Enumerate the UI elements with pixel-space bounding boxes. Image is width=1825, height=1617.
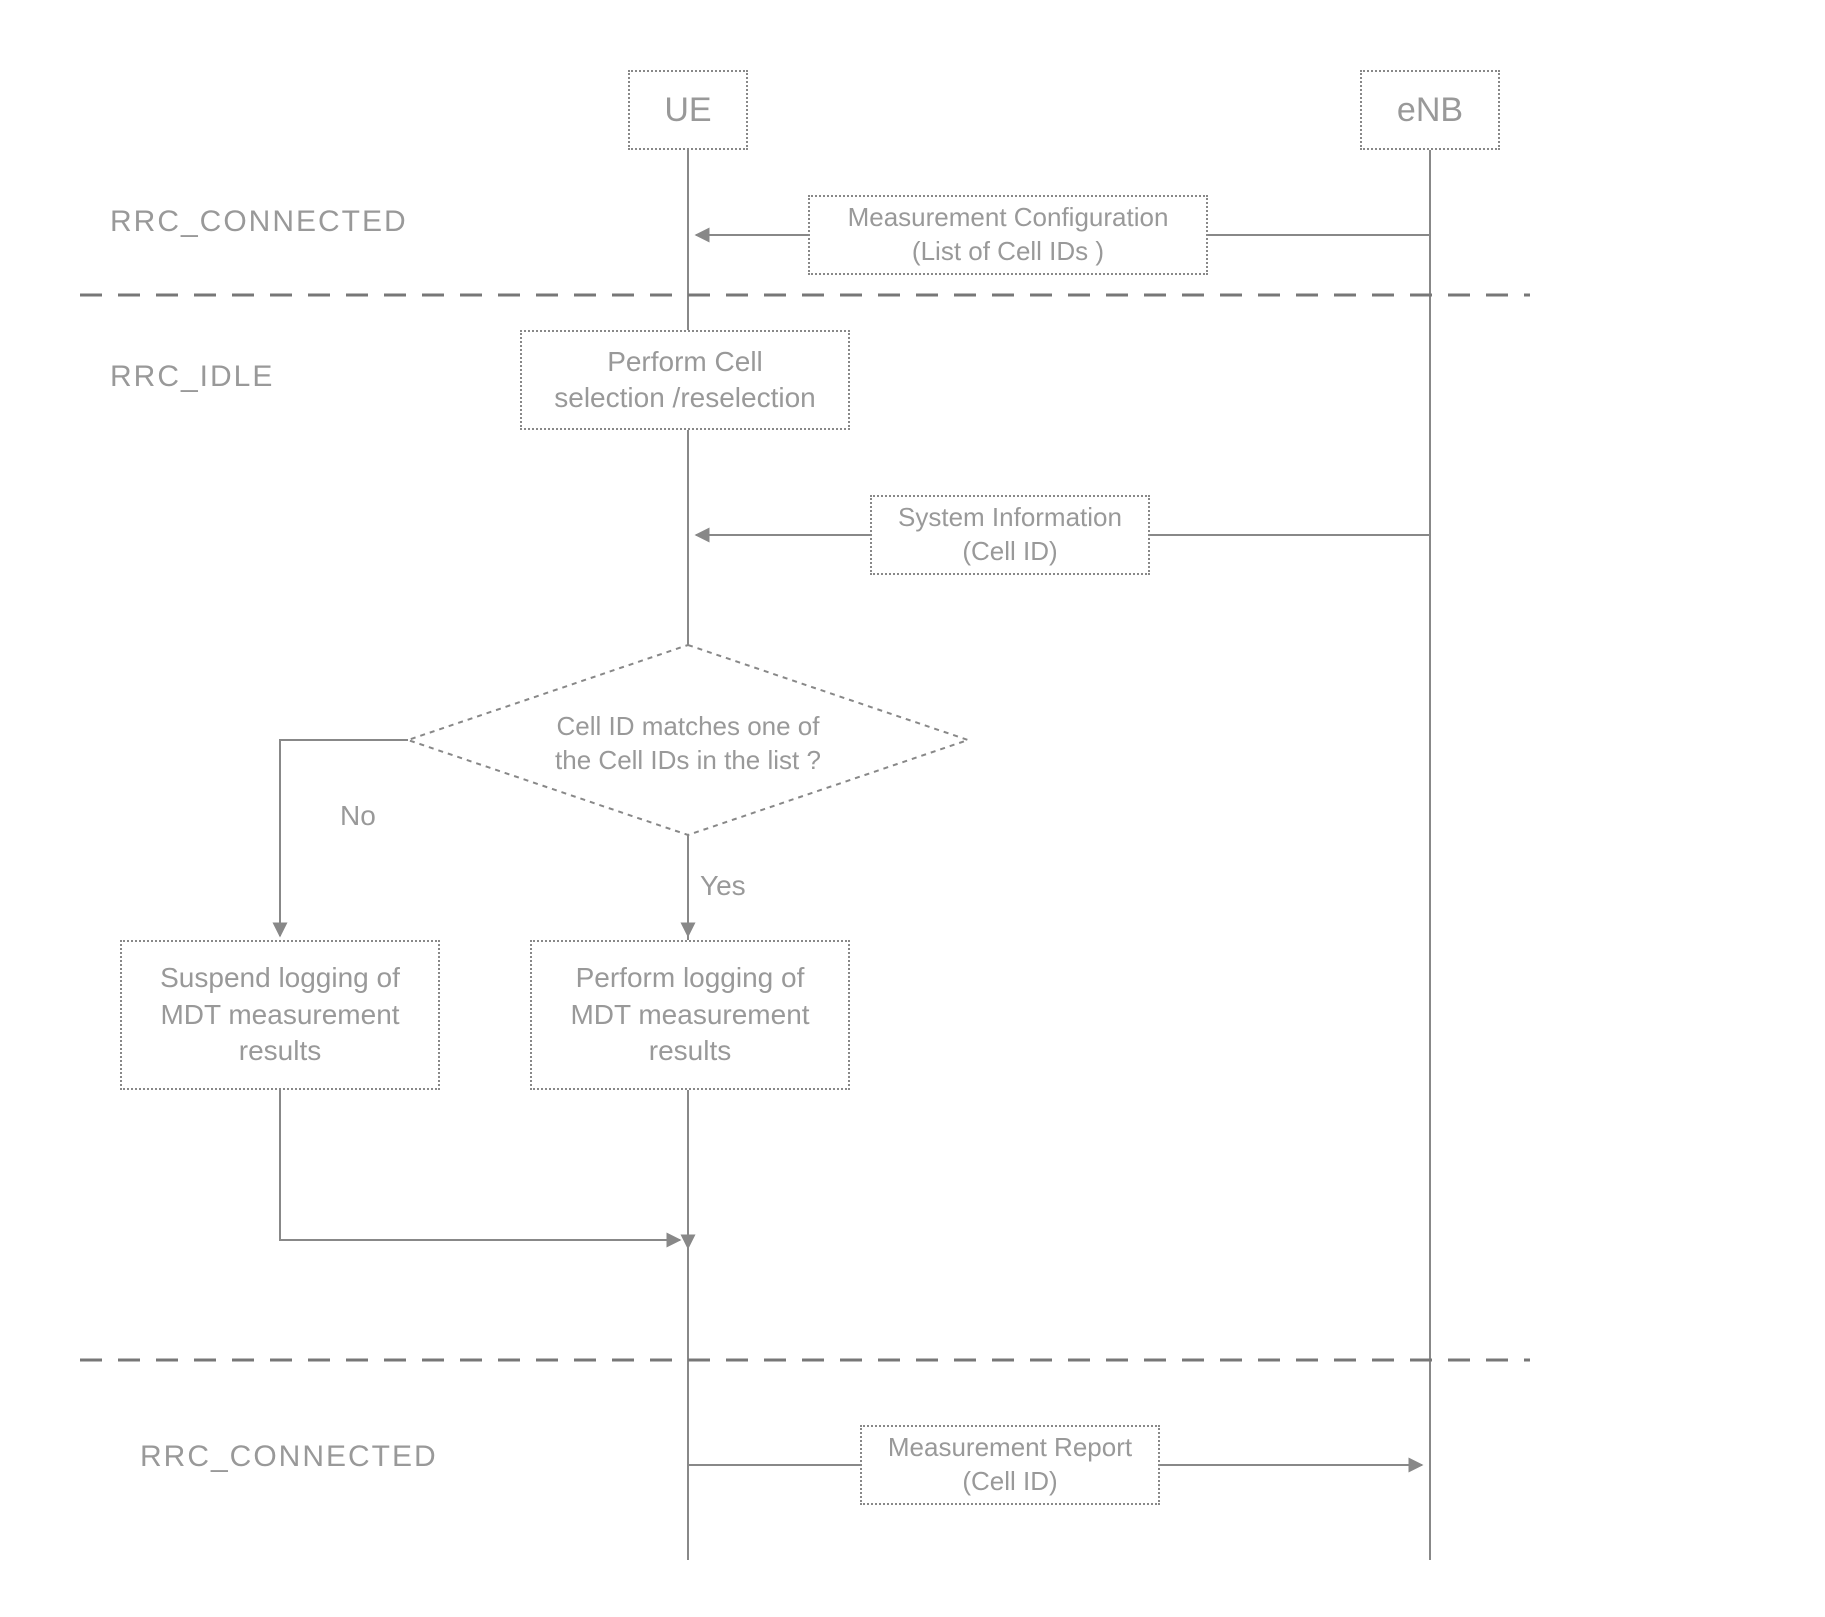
p3-line1: Perform logging of: [576, 962, 805, 993]
actor-enb-label: eNB: [1397, 88, 1463, 132]
process-perform-logging: Perform logging of MDT measurement resul…: [530, 940, 850, 1090]
msg-box-sysinfo: System Information (Cell ID): [870, 495, 1150, 575]
p1-line1: Perform Cell: [607, 346, 763, 377]
actor-ue-label: UE: [664, 88, 711, 132]
decision-line1: Cell ID matches one of: [556, 711, 819, 741]
msg-sysinfo-line2: (Cell ID): [962, 536, 1057, 566]
p2-line2: MDT measurement: [160, 999, 399, 1030]
actor-ue: UE: [628, 70, 748, 150]
actor-enb: eNB: [1360, 70, 1500, 150]
process-suspend-logging: Suspend logging of MDT measurement resul…: [120, 940, 440, 1090]
branch-no-line: [280, 740, 408, 936]
msg-config-line2: (List of Cell IDs ): [912, 236, 1104, 266]
state-rrc-connected-top: RRC_CONNECTED: [110, 205, 408, 239]
p2-line1: Suspend logging of: [160, 962, 400, 993]
diagram-canvas: UE eNB RRC_CONNECTED RRC_IDLE RRC_CONNEC…: [0, 0, 1825, 1617]
p1-line2: selection /reselection: [554, 382, 815, 413]
process-cell-selection: Perform Cell selection /reselection: [520, 330, 850, 430]
branch-no-label: No: [340, 800, 376, 832]
merge-from-suspend: [280, 1090, 680, 1240]
msg-config-line1: Measurement Configuration: [848, 202, 1169, 232]
p3-line2: MDT measurement: [570, 999, 809, 1030]
msg-box-report: Measurement Report (Cell ID): [860, 1425, 1160, 1505]
p2-line3: results: [239, 1035, 321, 1066]
msg-report-line1: Measurement Report: [888, 1432, 1132, 1462]
branch-yes-label: Yes: [700, 870, 746, 902]
decision-text: Cell ID matches one of the Cell IDs in t…: [408, 710, 968, 778]
state-rrc-connected-bottom: RRC_CONNECTED: [140, 1440, 438, 1474]
p3-line3: results: [649, 1035, 731, 1066]
decision-line2: the Cell IDs in the list ?: [555, 745, 821, 775]
msg-report-line2: (Cell ID): [962, 1466, 1057, 1496]
msg-sysinfo-line1: System Information: [898, 502, 1122, 532]
msg-box-config: Measurement Configuration (List of Cell …: [808, 195, 1208, 275]
state-rrc-idle: RRC_IDLE: [110, 360, 274, 394]
